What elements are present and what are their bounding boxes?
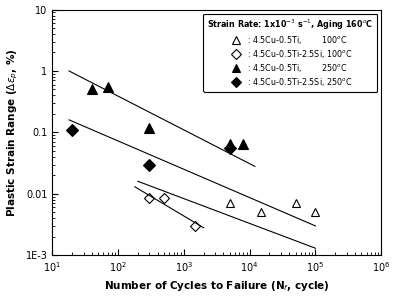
Legend: : 4.5Cu-0.5Ti,        100$^o$C, : 4.5Cu-0.5Ti-2.5Si, 100$^o$C, : 4.5Cu-0.5Ti,   : : 4.5Cu-0.5Ti, 100$^o$C, : 4.5Cu-0.5Ti-2… [203, 13, 377, 92]
X-axis label: Number of Cycles to Failure (N$_f$, cycle): Number of Cycles to Failure (N$_f$, cycl… [104, 280, 329, 293]
Y-axis label: Plastic Strain Range ($\Delta\varepsilon_p$, %): Plastic Strain Range ($\Delta\varepsilon… [6, 48, 20, 216]
